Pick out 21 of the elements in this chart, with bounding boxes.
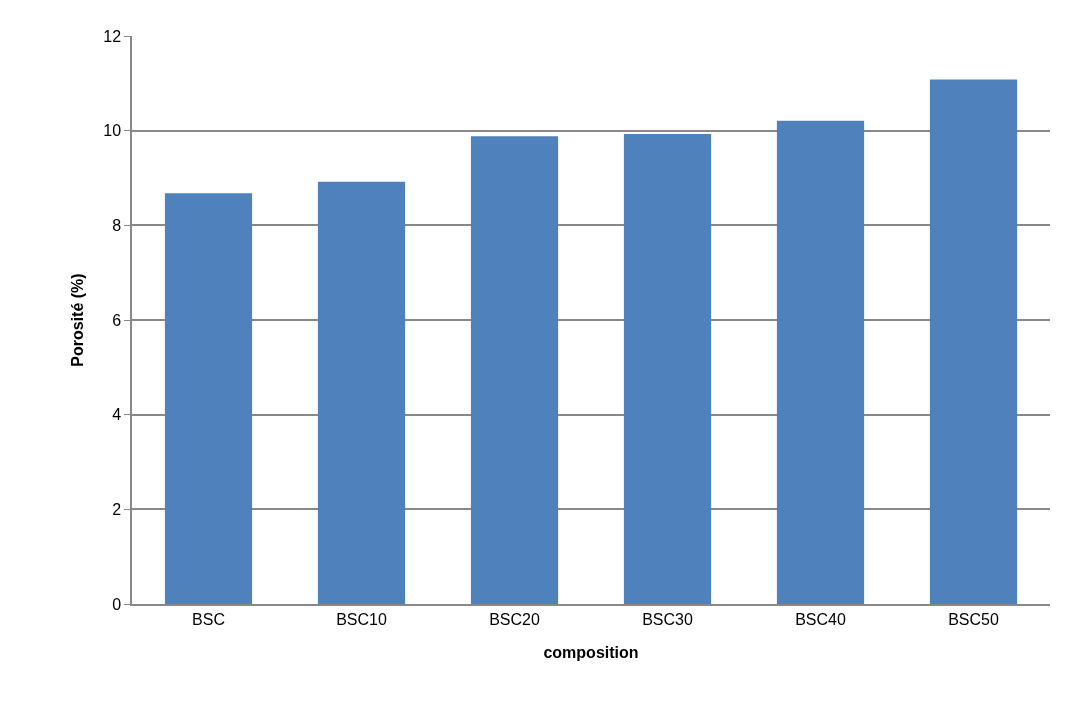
y-tick-label: 4 [112,406,122,424]
bar [929,79,1018,604]
y-axis-title: Porosité (%) [68,273,86,367]
y-tick-label: 12 [103,27,122,45]
x-tick-label: BSC [192,610,225,628]
y-tick-label: 2 [112,500,122,518]
x-axis-title: composition [543,644,639,662]
bar [164,193,253,604]
y-tick-label: 6 [112,311,122,329]
x-tick-label: BSC30 [642,610,693,628]
y-tick-label: 8 [112,216,122,234]
bar [317,181,406,604]
bar [776,120,865,604]
x-tick-label: BSC40 [795,610,846,628]
x-tick-label: BSC20 [489,610,540,628]
y-tick-label: 10 [103,122,122,140]
bar [623,133,712,604]
x-tick-label: BSC10 [336,610,387,628]
y-tick-label: 0 [112,595,122,613]
x-tick-label: BSC50 [948,610,999,628]
bar [470,136,559,604]
